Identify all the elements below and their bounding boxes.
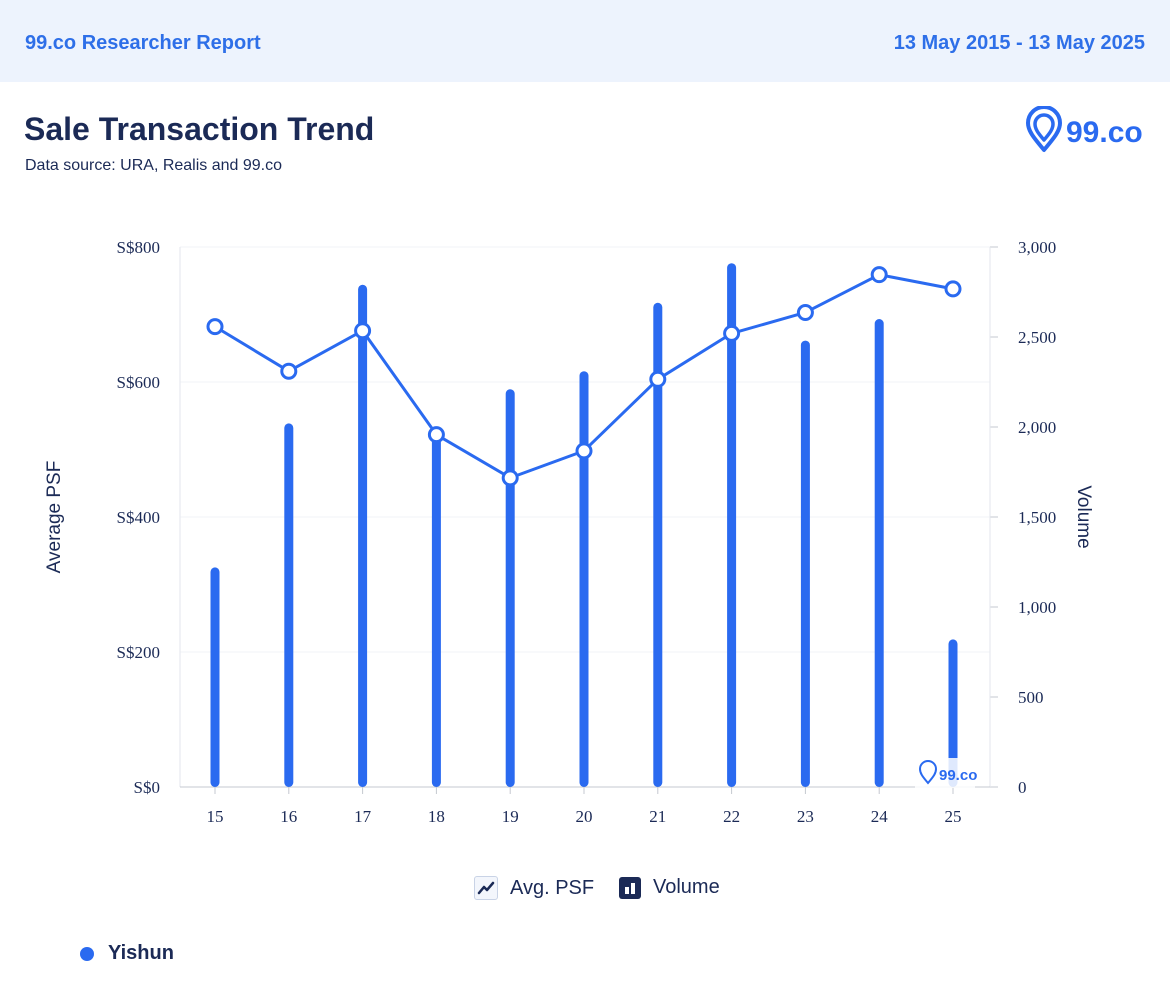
volume-bar xyxy=(874,319,884,787)
chart-labels: S$0 S$200 S$400 S$600 S$800 0 500 1,000 1,500 2,0… xyxy=(44,238,1094,826)
report-brand: 99.co Researcher Report xyxy=(25,32,261,54)
y2-tick-label: 2,500 xyxy=(1018,328,1056,347)
legend-label: Volume xyxy=(653,876,720,898)
volume-bar xyxy=(727,263,737,787)
bar-chart-icon xyxy=(619,876,641,899)
date-range: 13 May 2015 - 13 May 2025 xyxy=(893,32,1145,54)
location-legend: Yishun xyxy=(80,942,174,965)
avg-psf-point xyxy=(427,426,445,444)
x-tick-label: 18 xyxy=(428,807,445,826)
avg-psf-point xyxy=(501,469,519,487)
avg-psf-point xyxy=(575,442,593,460)
x-tick-label: 20 xyxy=(576,807,593,826)
brand-logo: 99.co xyxy=(1026,106,1143,152)
y2-tick-label: 1,000 xyxy=(1018,598,1056,617)
avg-psf-point xyxy=(944,280,962,298)
avg-psf-line xyxy=(206,266,962,487)
report-header: 99.co Researcher Report 13 May 2015 - 13… xyxy=(0,0,1170,82)
y2-tick-label: 2,000 xyxy=(1018,418,1056,437)
y-tick-label: S$200 xyxy=(117,643,160,662)
chart-axes xyxy=(179,246,998,794)
volume-bar xyxy=(505,389,515,787)
location-pin-icon xyxy=(1026,106,1062,152)
x-tick-label: 22 xyxy=(723,807,740,826)
page-title: Sale Transaction Trend xyxy=(24,111,375,147)
x-tick-label: 25 xyxy=(945,807,962,826)
watermark-text: 99.co xyxy=(939,767,977,784)
avg-psf-point xyxy=(723,324,741,342)
volume-bar xyxy=(431,434,441,787)
y2-tick-label: 1,500 xyxy=(1018,508,1056,527)
location-label: Yishun xyxy=(108,942,174,964)
avg-psf-point xyxy=(206,318,224,336)
avg-psf-point xyxy=(649,370,667,388)
avg-psf-point xyxy=(354,322,372,340)
avg-psf-point xyxy=(796,303,814,321)
y-tick-label: S$400 xyxy=(117,508,160,527)
y2-axis-title: Volume xyxy=(1073,485,1094,548)
volume-bar xyxy=(210,567,220,787)
avg-psf-point xyxy=(280,362,298,380)
data-source-subtitle: Data source: URA, Realis and 99.co xyxy=(25,157,283,174)
y-tick-label: S$600 xyxy=(117,373,160,392)
avg-psf-point xyxy=(870,266,888,284)
legend-volume[interactable]: Volume xyxy=(619,876,720,899)
y2-tick-label: 3,000 xyxy=(1018,238,1056,257)
volume-bar xyxy=(284,423,294,787)
y2-tick-label: 500 xyxy=(1018,688,1044,707)
legend-avg-psf[interactable]: Avg. PSF xyxy=(474,876,594,900)
volume-bar xyxy=(800,340,810,787)
location-dot-icon xyxy=(80,946,94,961)
volume-bar xyxy=(653,302,663,787)
x-tick-label: 16 xyxy=(280,807,297,826)
logo-text: 99.co xyxy=(1066,116,1143,149)
line-chart-icon xyxy=(474,876,498,900)
volume-bar xyxy=(358,284,368,787)
x-tick-label: 15 xyxy=(207,807,224,826)
volume-bar xyxy=(579,371,589,787)
x-tick-label: 23 xyxy=(797,807,814,826)
volume-bars xyxy=(210,263,958,787)
volume-bar xyxy=(948,639,958,787)
y2-tick-label: 0 xyxy=(1018,778,1027,797)
x-tick-label: 19 xyxy=(502,807,519,826)
x-tick-label: 17 xyxy=(354,807,372,826)
x-tick-label: 24 xyxy=(871,807,889,826)
y-tick-label: S$0 xyxy=(134,778,160,797)
watermark-pin-icon xyxy=(918,760,938,785)
y-tick-label: S$800 xyxy=(117,238,160,257)
watermark-logo: 99.co xyxy=(915,758,977,788)
y-axis-title: Average PSF xyxy=(44,461,65,574)
legend-label: Avg. PSF xyxy=(510,876,595,899)
x-tick-label: 21 xyxy=(649,807,666,826)
